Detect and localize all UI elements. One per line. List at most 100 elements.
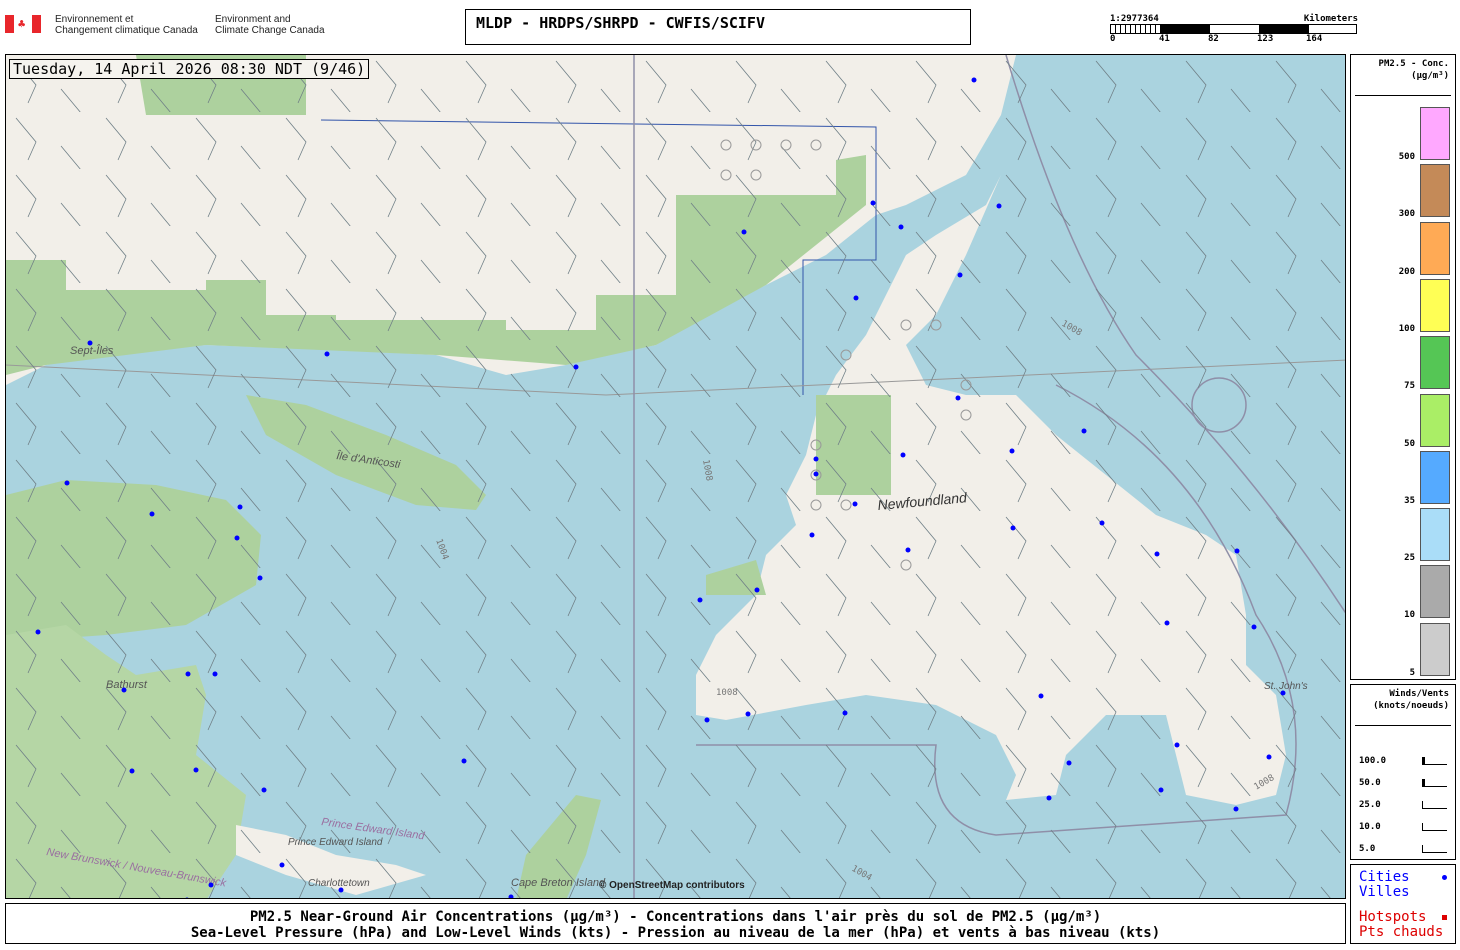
legend-unit: (knots/noeuds) bbox=[1373, 701, 1449, 711]
valid-datetime: Tuesday, 14 April 2026 08:30 NDT (9/46) bbox=[9, 59, 370, 79]
city-marker[interactable] bbox=[1164, 620, 1170, 626]
color-swatch bbox=[1420, 622, 1450, 676]
color-swatch bbox=[1420, 278, 1450, 332]
wind-barb-icon bbox=[1422, 823, 1447, 831]
city-marker[interactable] bbox=[1010, 525, 1016, 531]
hotspot-square-icon bbox=[1442, 915, 1447, 920]
wind-barb-icon bbox=[1422, 845, 1447, 853]
pm-level-25: 25 bbox=[1351, 508, 1455, 563]
color-swatch bbox=[1420, 393, 1450, 447]
city-marker[interactable] bbox=[957, 272, 963, 278]
color-swatch bbox=[1420, 450, 1450, 504]
place-label: Cape Breton Island bbox=[511, 877, 606, 889]
place-label: Charlottetown bbox=[308, 878, 370, 889]
city-marker[interactable] bbox=[900, 452, 906, 458]
pm25-legend: PM2.5 - Conc. (µg/m³) 500 300 200 100 75 50 35 2… bbox=[1350, 54, 1456, 680]
city-marker[interactable] bbox=[87, 340, 93, 346]
city-marker[interactable] bbox=[324, 351, 330, 357]
city-marker[interactable] bbox=[573, 364, 579, 370]
city-marker[interactable] bbox=[64, 480, 70, 486]
city-marker[interactable] bbox=[898, 224, 904, 230]
city-marker[interactable] bbox=[149, 511, 155, 517]
city-marker[interactable] bbox=[971, 77, 977, 83]
city-marker[interactable] bbox=[996, 203, 1002, 209]
city-marker[interactable] bbox=[234, 535, 240, 541]
city-marker[interactable] bbox=[1154, 551, 1160, 557]
city-marker[interactable] bbox=[508, 894, 514, 900]
city-marker[interactable] bbox=[121, 687, 127, 693]
agency-fr: Environnement et Changement climatique Ca… bbox=[55, 14, 198, 36]
city-marker[interactable] bbox=[704, 717, 710, 723]
color-swatch bbox=[1420, 164, 1450, 218]
city-marker[interactable] bbox=[1009, 448, 1015, 454]
scale-tick: 164 bbox=[1306, 34, 1323, 44]
city-marker[interactable] bbox=[745, 711, 751, 717]
city-marker[interactable] bbox=[338, 887, 344, 893]
city-marker[interactable] bbox=[741, 229, 747, 235]
city-marker[interactable] bbox=[813, 456, 819, 462]
city-marker[interactable] bbox=[697, 597, 703, 603]
city-marker[interactable] bbox=[809, 532, 815, 538]
pm-level-300: 300 bbox=[1351, 164, 1455, 219]
city-dot-icon bbox=[1442, 875, 1447, 880]
city-marker[interactable] bbox=[955, 395, 961, 401]
city-marker[interactable] bbox=[1099, 520, 1105, 526]
wind-speed-row: 50.0 bbox=[1351, 772, 1455, 794]
city-marker[interactable] bbox=[1174, 742, 1180, 748]
pm-level-500: 500 bbox=[1351, 107, 1455, 162]
city-marker[interactable] bbox=[870, 200, 876, 206]
level-label: 10 bbox=[1404, 610, 1415, 621]
pm-level-75: 75 bbox=[1351, 336, 1455, 391]
city-marker[interactable] bbox=[279, 862, 285, 868]
city-marker[interactable] bbox=[1233, 806, 1239, 812]
city-marker[interactable] bbox=[1158, 787, 1164, 793]
city-marker[interactable] bbox=[852, 501, 858, 507]
map-attribution: © OpenStreetMap contributors bbox=[599, 880, 745, 891]
level-label: 35 bbox=[1404, 495, 1415, 506]
city-marker[interactable] bbox=[842, 710, 848, 716]
wind-speed-label: 100.0 bbox=[1359, 756, 1387, 766]
city-marker[interactable] bbox=[185, 897, 190, 900]
city-marker[interactable] bbox=[853, 295, 859, 301]
wind-speed-label: 5.0 bbox=[1359, 844, 1376, 854]
city-marker[interactable] bbox=[1251, 624, 1257, 630]
city-marker[interactable] bbox=[905, 547, 911, 553]
city-marker[interactable] bbox=[754, 587, 760, 593]
scale-unit: Kilometers bbox=[1303, 14, 1358, 24]
city-marker[interactable] bbox=[193, 767, 199, 773]
city-marker[interactable] bbox=[1280, 690, 1286, 696]
scale-tick: 123 bbox=[1257, 34, 1274, 44]
level-label: 200 bbox=[1398, 266, 1415, 277]
city-marker[interactable] bbox=[461, 758, 467, 764]
city-marker[interactable] bbox=[257, 575, 263, 581]
color-swatch bbox=[1420, 221, 1450, 275]
city-marker[interactable] bbox=[1066, 760, 1072, 766]
pm-level-35: 35 bbox=[1351, 450, 1455, 506]
hotspots-label: Hotspots bbox=[1359, 909, 1427, 925]
city-marker[interactable] bbox=[813, 471, 819, 477]
city-marker[interactable] bbox=[185, 671, 191, 677]
cities-label: Cities bbox=[1359, 869, 1410, 885]
city-marker[interactable] bbox=[1234, 548, 1240, 554]
wind-speed-label: 50.0 bbox=[1359, 778, 1381, 788]
city-marker[interactable] bbox=[1046, 795, 1052, 801]
city-marker[interactable] bbox=[261, 787, 267, 793]
city-marker[interactable] bbox=[1038, 693, 1044, 699]
map-view[interactable]: Sept-Îles Île d'Anticosti Newfoundland B… bbox=[5, 54, 1346, 899]
pts-chauds-label: Pts chauds bbox=[1359, 924, 1444, 940]
city-marker[interactable] bbox=[129, 768, 135, 774]
caption-line2: Sea-Level Pressure (hPa) and Low-Level W… bbox=[190, 925, 1161, 941]
wind-legend: Winds/Vents (knots/noeuds) 100.0 50.0 25.0 1… bbox=[1350, 684, 1456, 860]
wind-barb-icon bbox=[1422, 801, 1447, 809]
city-marker[interactable] bbox=[1266, 754, 1272, 760]
isobar-label: 1008 bbox=[716, 688, 738, 698]
level-label: 500 bbox=[1398, 152, 1415, 162]
city-marker[interactable] bbox=[208, 882, 214, 888]
color-swatch bbox=[1420, 336, 1450, 390]
city-marker[interactable] bbox=[212, 671, 218, 677]
pm-level-10: 10 bbox=[1351, 565, 1455, 620]
city-marker[interactable] bbox=[237, 504, 243, 510]
city-marker[interactable] bbox=[35, 629, 41, 635]
wind-barb-icon bbox=[1422, 779, 1447, 787]
city-marker[interactable] bbox=[1081, 428, 1087, 434]
